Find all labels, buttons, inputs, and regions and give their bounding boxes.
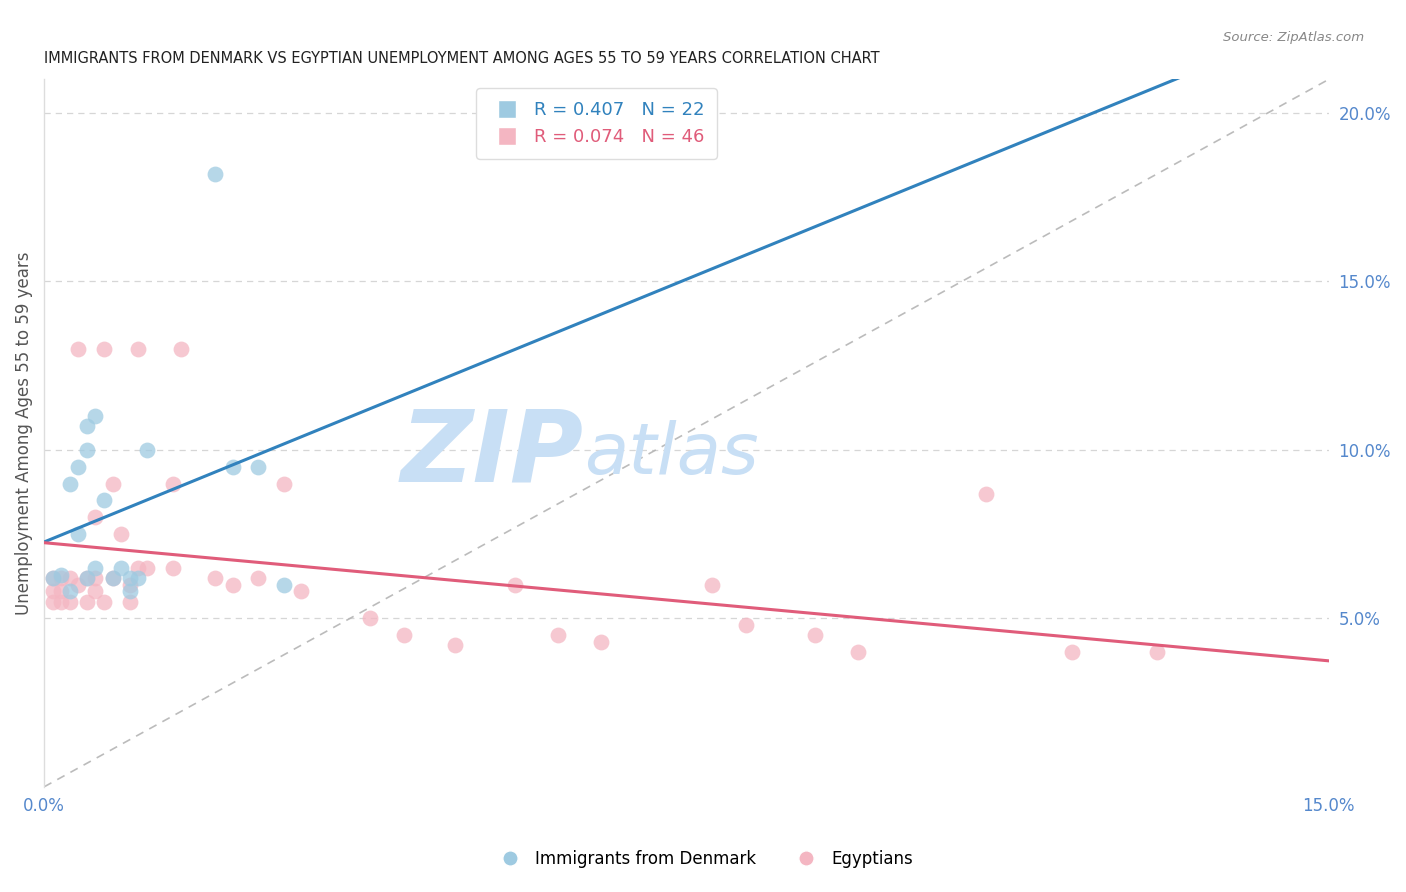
Point xyxy=(67,459,90,474)
Point xyxy=(170,342,193,356)
Point xyxy=(93,594,115,608)
Point xyxy=(118,584,141,599)
Point xyxy=(392,628,415,642)
Point xyxy=(162,561,184,575)
Point xyxy=(273,577,295,591)
Point xyxy=(51,567,73,582)
Point xyxy=(59,571,82,585)
Point xyxy=(735,618,758,632)
Point xyxy=(41,584,63,599)
Point xyxy=(589,635,612,649)
Point xyxy=(84,584,107,599)
Point xyxy=(67,527,90,541)
Point xyxy=(118,594,141,608)
Point xyxy=(135,442,157,457)
Point xyxy=(127,342,149,356)
Legend: Immigrants from Denmark, Egyptians: Immigrants from Denmark, Egyptians xyxy=(486,844,920,875)
Point xyxy=(503,577,526,591)
Point xyxy=(84,571,107,585)
Point xyxy=(290,584,312,599)
Point xyxy=(76,419,98,434)
Point xyxy=(51,571,73,585)
Point xyxy=(162,476,184,491)
Point xyxy=(76,571,98,585)
Point xyxy=(846,645,869,659)
Point xyxy=(41,571,63,585)
Point xyxy=(51,594,73,608)
Point xyxy=(135,561,157,575)
Point xyxy=(974,487,997,501)
Point xyxy=(221,577,243,591)
Point xyxy=(67,342,90,356)
Point xyxy=(101,571,124,585)
Point xyxy=(1146,645,1168,659)
Point xyxy=(273,476,295,491)
Point xyxy=(93,493,115,508)
Point xyxy=(118,571,141,585)
Y-axis label: Unemployment Among Ages 55 to 59 years: Unemployment Among Ages 55 to 59 years xyxy=(15,252,32,615)
Point xyxy=(127,561,149,575)
Point xyxy=(59,584,82,599)
Point xyxy=(110,527,132,541)
Point xyxy=(221,459,243,474)
Point xyxy=(444,638,467,652)
Point xyxy=(84,561,107,575)
Point xyxy=(76,571,98,585)
Point xyxy=(359,611,381,625)
Point xyxy=(804,628,827,642)
Point xyxy=(204,571,226,585)
Point xyxy=(84,409,107,424)
Point xyxy=(59,594,82,608)
Point xyxy=(76,442,98,457)
Point xyxy=(700,577,723,591)
Point xyxy=(76,594,98,608)
Point xyxy=(247,459,270,474)
Point xyxy=(59,476,82,491)
Point xyxy=(101,571,124,585)
Text: IMMIGRANTS FROM DENMARK VS EGYPTIAN UNEMPLOYMENT AMONG AGES 55 TO 59 YEARS CORRE: IMMIGRANTS FROM DENMARK VS EGYPTIAN UNEM… xyxy=(44,51,880,66)
Point xyxy=(547,628,569,642)
Text: ZIP: ZIP xyxy=(401,406,583,503)
Point xyxy=(204,167,226,181)
Point xyxy=(110,561,132,575)
Point xyxy=(101,476,124,491)
Point xyxy=(118,577,141,591)
Point xyxy=(247,571,270,585)
Point xyxy=(67,577,90,591)
Point xyxy=(1060,645,1083,659)
Point xyxy=(93,342,115,356)
Point xyxy=(84,510,107,524)
Point xyxy=(127,571,149,585)
Point xyxy=(41,594,63,608)
Point xyxy=(41,571,63,585)
Point xyxy=(51,584,73,599)
Text: atlas: atlas xyxy=(583,420,758,489)
Legend: R = 0.407   N = 22, R = 0.074   N = 46: R = 0.407 N = 22, R = 0.074 N = 46 xyxy=(477,88,717,159)
Text: Source: ZipAtlas.com: Source: ZipAtlas.com xyxy=(1223,31,1364,45)
